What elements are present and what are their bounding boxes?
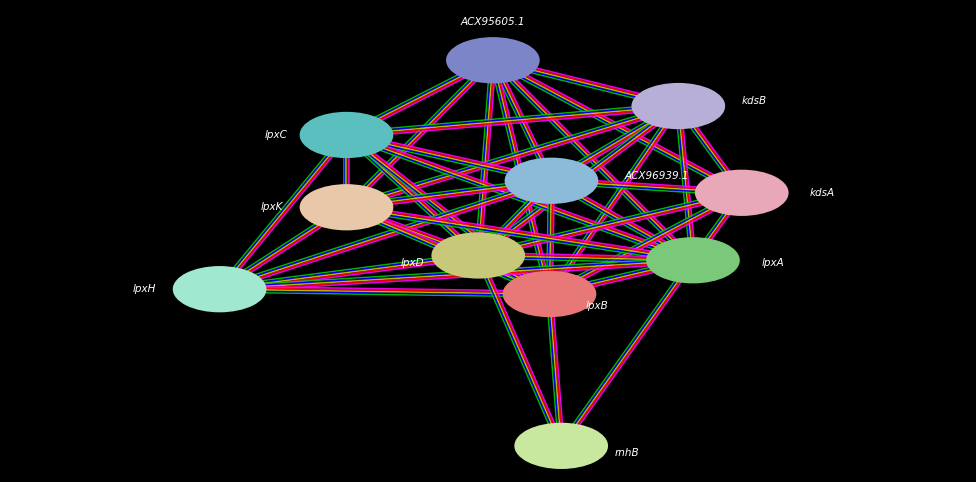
Circle shape: [300, 112, 393, 158]
Circle shape: [300, 184, 393, 230]
Text: lpxA: lpxA: [761, 258, 784, 268]
Circle shape: [514, 423, 608, 469]
Circle shape: [505, 158, 598, 204]
Circle shape: [446, 37, 540, 83]
Circle shape: [431, 232, 525, 279]
Text: rnhB: rnhB: [615, 448, 639, 458]
Text: lpxH: lpxH: [133, 284, 156, 294]
Circle shape: [695, 170, 789, 216]
Circle shape: [631, 83, 725, 129]
Text: kdsB: kdsB: [742, 96, 767, 106]
Text: lpxK: lpxK: [261, 202, 283, 212]
Circle shape: [646, 237, 740, 283]
Text: lpxC: lpxC: [265, 130, 288, 140]
Circle shape: [503, 271, 596, 317]
Text: lpxD: lpxD: [401, 258, 425, 268]
Text: ACX96939.1: ACX96939.1: [625, 171, 689, 181]
Circle shape: [173, 266, 266, 312]
Text: ACX95605.1: ACX95605.1: [461, 17, 525, 27]
Text: lpxB: lpxB: [586, 301, 608, 311]
Text: kdsA: kdsA: [810, 188, 835, 198]
